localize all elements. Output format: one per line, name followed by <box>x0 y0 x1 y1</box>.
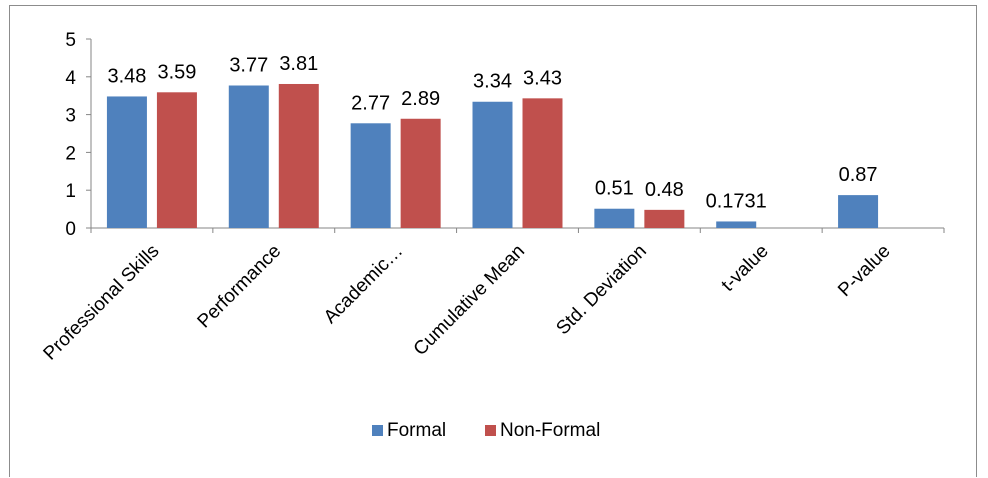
data-label: 3.81 <box>279 53 318 75</box>
bar-formal <box>838 195 879 228</box>
y-tick-label: 0 <box>65 219 76 240</box>
legend-label: Non-Formal <box>500 420 600 441</box>
legend-swatch-non-formal <box>485 425 496 436</box>
data-label: 2.77 <box>351 92 390 114</box>
data-label: 3.43 <box>523 67 562 89</box>
bar-non-formal <box>156 92 197 228</box>
y-tick-label: 4 <box>65 68 76 89</box>
bar-formal <box>228 85 269 228</box>
category-label: Academic… <box>320 241 407 328</box>
category-label: Professional Skills <box>40 241 164 365</box>
bars <box>106 83 879 229</box>
chart-frame: 0 1 2 3 4 5 3.48 3.59 3.77 3.81 2.77 2.89 3.34 3.43 0… <box>9 5 977 477</box>
bar-non-formal <box>522 98 563 228</box>
bar-formal <box>472 101 513 228</box>
legend-label: Formal <box>387 420 446 441</box>
bar-formal <box>716 221 757 228</box>
legend: Formal Non-Formal <box>372 420 600 441</box>
legend-swatch-formal <box>372 425 383 436</box>
data-label: 0.48 <box>645 179 684 201</box>
bar-non-formal <box>400 118 441 228</box>
category-label: t-value <box>718 241 773 296</box>
category-label: P-value <box>834 241 894 301</box>
bar-non-formal <box>278 83 319 229</box>
y-tick-label: 5 <box>65 30 76 51</box>
bar-formal <box>594 208 635 228</box>
data-label: 3.77 <box>229 54 268 76</box>
y-tick-label: 1 <box>65 181 76 202</box>
bar-chart: 0 1 2 3 4 5 3.48 3.59 3.77 3.81 2.77 2.89 3.34 3.43 0… <box>40 30 945 441</box>
y-tick-label: 3 <box>65 106 76 127</box>
data-label: 3.48 <box>107 65 146 87</box>
category-label: Performance <box>194 241 286 333</box>
data-label: 0.87 <box>839 164 878 186</box>
bar-non-formal <box>644 209 685 228</box>
category-label: Cumulative Mean <box>410 241 529 360</box>
bar-formal <box>350 123 391 228</box>
data-label: 0.1731 <box>706 190 767 212</box>
data-label: 2.89 <box>401 88 440 110</box>
data-label: 3.59 <box>157 61 196 83</box>
bar-formal <box>106 96 147 229</box>
y-tick-label: 2 <box>65 143 76 164</box>
category-labels: Professional Skills Performance Academic… C… <box>40 241 895 365</box>
data-label: 0.51 <box>595 178 634 200</box>
data-label: 3.34 <box>473 71 512 93</box>
data-labels: 3.48 3.59 3.77 3.81 2.77 2.89 3.34 3.43 0.51 0.48… <box>107 53 877 212</box>
category-label: Std. Deviation <box>552 241 650 339</box>
